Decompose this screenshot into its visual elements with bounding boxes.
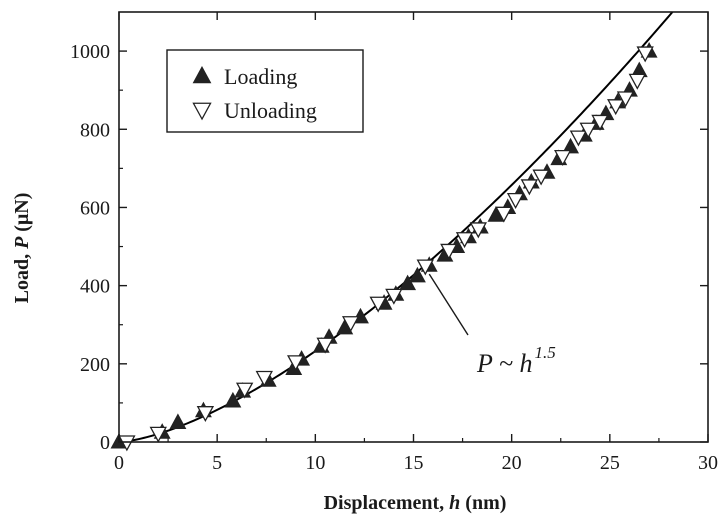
unloading-point — [416, 259, 434, 276]
unloading-point — [255, 370, 273, 387]
unloading-point — [235, 382, 254, 399]
y-axis-title-var: P — [11, 236, 33, 250]
loading-point — [169, 413, 187, 429]
x-axis-title: Displacement, h (nm) — [324, 492, 507, 514]
annotation-pointer-line — [428, 273, 469, 336]
unloading-point — [118, 435, 136, 452]
loading-point — [408, 266, 426, 283]
unloading-point — [506, 192, 525, 209]
legend-box — [166, 49, 364, 133]
legend: Loading Unloading — [166, 49, 364, 133]
loading-point — [562, 137, 580, 154]
x-tick-label: 0 — [114, 452, 124, 474]
plot-frame — [118, 11, 709, 443]
unloading-point — [569, 130, 588, 147]
unloading-point — [532, 169, 550, 186]
unloading-point — [287, 355, 305, 372]
x-tick-label: 25 — [600, 452, 620, 474]
x-tick-label: 15 — [404, 452, 424, 474]
y-tick-label: 800 — [80, 119, 110, 141]
unloading-point — [385, 288, 403, 305]
unloading-point — [579, 122, 597, 139]
unloading-point — [607, 99, 625, 116]
annotation-exponent: 1.5 — [534, 343, 555, 362]
unloading-point — [455, 232, 474, 249]
x-axis-title-prefix: Displacement, — [324, 492, 450, 514]
y-tick-label: 400 — [80, 276, 110, 298]
unloading-point — [149, 426, 167, 443]
x-tick-label: 5 — [212, 452, 222, 474]
annotation-text: P ~ h 1.5 — [476, 343, 556, 378]
unloading-point — [341, 316, 360, 333]
loading-point — [399, 274, 417, 291]
y-axis-title-suffix: (μN) — [11, 193, 33, 237]
unloading-point — [196, 406, 215, 423]
unloading-point — [636, 46, 654, 63]
x-axis-title-var: h — [449, 492, 460, 514]
unloading-point — [628, 73, 647, 90]
tick-labels: 0 5 10 15 20 25 30 0 200 400 600 800 1000 — [70, 41, 718, 474]
unloading-point — [554, 149, 572, 166]
loading-point — [224, 391, 242, 408]
y-axis-title-prefix: Load, — [11, 249, 33, 303]
x-axis-title-suffix: (nm) — [460, 492, 506, 514]
unloading-point — [616, 91, 635, 108]
legend-label-loading: Loading — [224, 64, 297, 89]
y-tick-label: 600 — [80, 197, 110, 219]
annotation: P ~ h 1.5 — [428, 273, 556, 378]
series-unloading — [118, 46, 654, 452]
x-tick-label: 30 — [698, 452, 718, 474]
legend-marker-loading — [192, 65, 212, 84]
x-tick-label: 10 — [305, 452, 325, 474]
annotation-base: P ~ h — [476, 349, 532, 378]
legend-marker-unloading — [192, 102, 212, 121]
unloading-point — [591, 114, 609, 131]
legend-marker-loading-shape — [192, 65, 212, 84]
y-tick-label: 200 — [80, 354, 110, 376]
unloading-point — [469, 222, 487, 239]
legend-marker-unloading-shape — [192, 102, 212, 121]
y-tick-label: 0 — [100, 432, 110, 454]
unloading-point — [495, 206, 513, 223]
unloading-point — [440, 243, 458, 260]
y-tick-label: 1000 — [70, 41, 110, 63]
unloading-point — [369, 296, 387, 313]
y-axis-title: Load, P (μN) — [11, 193, 33, 304]
x-tick-label: 20 — [502, 452, 522, 474]
unloading-point — [316, 337, 334, 354]
unloading-point — [520, 179, 539, 196]
legend-label-unloading: Unloading — [224, 98, 317, 123]
